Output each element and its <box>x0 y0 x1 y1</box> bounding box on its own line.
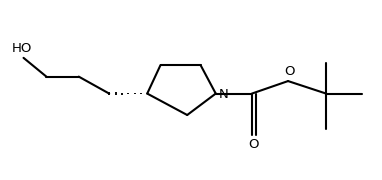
Text: O: O <box>249 138 259 151</box>
Text: O: O <box>285 65 295 78</box>
Text: HO: HO <box>11 42 32 55</box>
Text: N: N <box>219 88 229 101</box>
